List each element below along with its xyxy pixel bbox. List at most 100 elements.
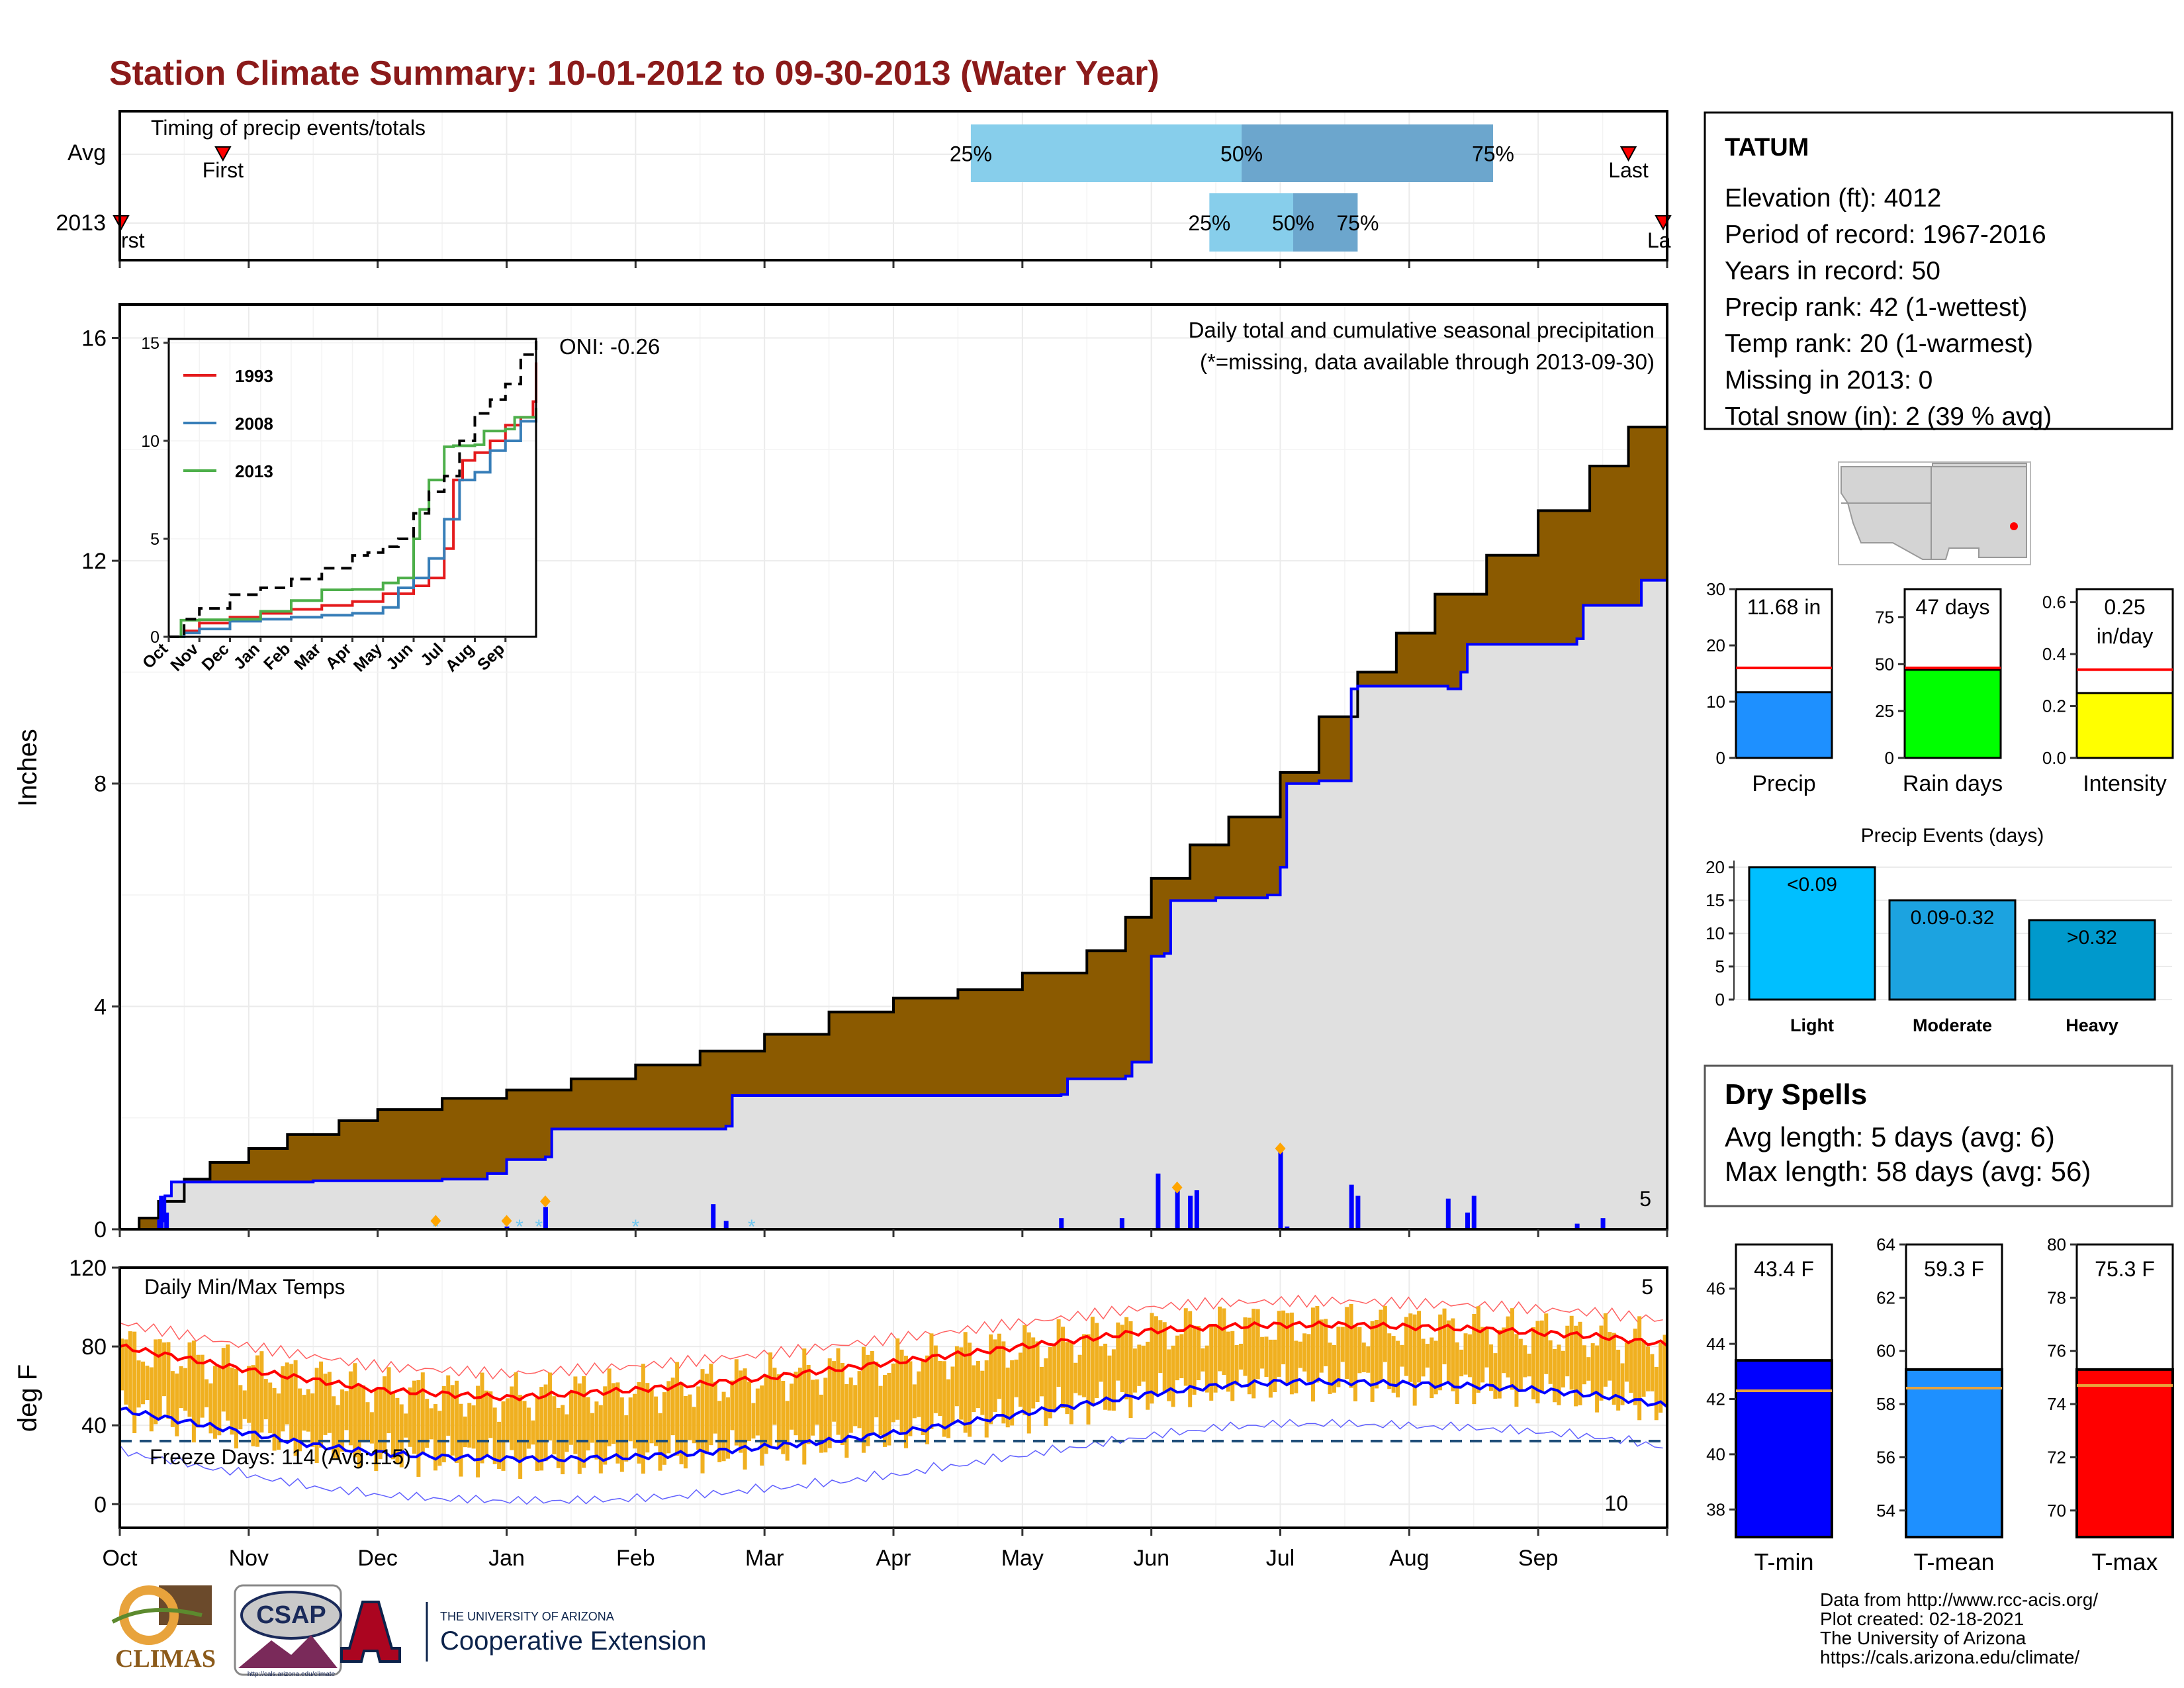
timing-pct-label: 25% <box>1188 211 1230 235</box>
timing-row-label-avg: Avg <box>68 140 106 165</box>
daily-temp-bar <box>170 1371 175 1427</box>
temp-bar-y-tick-label: 56 <box>1876 1447 1895 1467</box>
daily-temp-bar <box>429 1408 433 1440</box>
daily-temp-bar <box>755 1388 760 1436</box>
record-high-line <box>119 1294 1663 1380</box>
daily-temp-bar <box>1599 1325 1604 1401</box>
precip-event-bar <box>1888 899 2017 1001</box>
temp-panel: 0 40 80 120 Daily Min/Max Temps Freeze Days… <box>13 1256 1668 1536</box>
daily-temp-bar <box>912 1384 917 1419</box>
precip-event-bar <box>2028 919 2156 1001</box>
mini-bar-y-tick-label: 0 <box>1885 748 1894 768</box>
daily-temp-bar <box>878 1385 883 1436</box>
daily-temp-bar <box>730 1380 735 1430</box>
daily-temp-bar <box>399 1404 404 1468</box>
daily-temp-bar <box>247 1366 251 1423</box>
daily-temp-bar <box>1255 1309 1260 1380</box>
daily-temp-bar <box>1260 1336 1265 1369</box>
daily-temp-bar <box>590 1413 595 1443</box>
daily-temp-bar <box>1654 1366 1659 1421</box>
daily-temp-bar <box>1336 1327 1341 1387</box>
inset-line-avg <box>169 340 537 638</box>
daily-temp-bar <box>154 1339 158 1425</box>
daily-temp-bar <box>1629 1340 1633 1393</box>
daily-temp-bar <box>1264 1336 1269 1378</box>
daily-temp-bar <box>866 1354 870 1446</box>
daily-temp-bar <box>1557 1344 1561 1405</box>
daily-temp-bar <box>1548 1340 1553 1384</box>
daily-temp-bar <box>1315 1305 1320 1383</box>
daily-temp-bar <box>586 1397 590 1451</box>
daily-temp-bar <box>543 1384 548 1462</box>
mini-bar-y-tick-label: 0.6 <box>2042 592 2066 612</box>
daily-temp-bar <box>1539 1320 1544 1391</box>
mini-bar-intensity: 0.25 in/day 0.0 0.2 0.4 0.6 Intensity <box>2042 588 2174 796</box>
temp-bar-y-tick-label: 40 <box>1706 1444 1725 1464</box>
month-label: Jan <box>488 1546 525 1571</box>
daily-temp-bar <box>827 1358 832 1448</box>
record-precip-marker <box>430 1215 441 1227</box>
precip-events-chart: Precip Events (days) 0 5 10 15 20 <0.09 Light 0… <box>1706 825 2172 1035</box>
daily-temp-bar <box>353 1363 357 1458</box>
daily-temp-bar <box>1188 1311 1193 1407</box>
daily-temp-bar <box>561 1405 565 1475</box>
daily-precip-bar <box>723 1221 729 1229</box>
daily-precip-bar <box>1574 1223 1580 1229</box>
daily-temp-bar <box>997 1333 1001 1399</box>
daily-temp-bar <box>840 1362 844 1445</box>
dry-spells-max: Max length: 58 days (avg: 56) <box>1725 1156 2091 1187</box>
freeze-days-label: Freeze Days: 114 (Avg:115) <box>150 1445 411 1469</box>
daily-temp-bar <box>874 1362 879 1418</box>
daily-temp-bar <box>1132 1348 1137 1393</box>
csap-logo: CSAP http://cals.arizona.edu/climate <box>234 1584 342 1678</box>
daily-temp-bar <box>776 1374 781 1450</box>
inset-y-tick-label: 10 <box>141 432 159 451</box>
daily-precip-bar <box>1194 1190 1199 1229</box>
daily-temp-bar <box>1637 1316 1642 1421</box>
daily-temp-bar <box>1531 1327 1536 1399</box>
daily-temp-bar <box>573 1376 578 1454</box>
daily-temp-bar <box>1141 1345 1146 1382</box>
daily-temp-bar <box>1459 1349 1464 1377</box>
daily-temp-bar <box>1205 1345 1209 1393</box>
precip-y-tick-label: 0 <box>94 1217 107 1243</box>
events-y-tick-label: 15 <box>1706 890 1725 910</box>
daily-temp-bar <box>1616 1349 1621 1411</box>
daily-temp-bar <box>717 1401 722 1462</box>
daily-temp-bar <box>1116 1322 1120 1381</box>
daily-temp-bar <box>734 1359 739 1446</box>
daily-temp-bar <box>836 1348 841 1435</box>
daily-temp-bar <box>1412 1314 1417 1406</box>
daily-precip-bar <box>1119 1218 1124 1229</box>
mini-bar-value-label: 47 days <box>1915 595 1989 619</box>
daily-temp-bar <box>1226 1331 1230 1392</box>
daily-temp-bar <box>760 1385 764 1466</box>
daily-temp-bar <box>327 1372 332 1433</box>
precip-y-tick-label: 8 <box>94 772 107 797</box>
daily-temp-bar <box>641 1364 645 1474</box>
daily-precip-bar <box>1059 1218 1064 1229</box>
daily-temp-bar <box>390 1392 395 1460</box>
daily-temp-bar <box>1154 1316 1158 1395</box>
daily-temp-bar <box>645 1383 650 1453</box>
events-y-tick-label: 20 <box>1706 857 1725 877</box>
daily-temp-bar <box>383 1376 387 1450</box>
daily-temp-bar <box>480 1372 484 1464</box>
daily-temp-bar <box>1467 1334 1472 1378</box>
daily-temp-bar <box>615 1382 620 1464</box>
daily-temp-bar <box>1031 1337 1036 1409</box>
month-label: Nov <box>229 1546 269 1571</box>
daily-temp-bar <box>251 1365 255 1446</box>
temp-bar-y-tick-label: 62 <box>1876 1288 1895 1307</box>
daily-temp-bar <box>908 1361 913 1436</box>
daily-precip-bar <box>1188 1196 1193 1229</box>
daily-temp-bar <box>268 1382 273 1434</box>
daily-temp-bar <box>1234 1344 1239 1385</box>
daily-temp-bar <box>200 1354 205 1418</box>
daily-temp-bar <box>619 1397 624 1472</box>
avg-min-temp-line <box>119 1377 1668 1464</box>
timing-pct-label: 50% <box>1272 211 1314 235</box>
daily-temp-bar <box>1421 1338 1426 1377</box>
daily-temp-bar <box>1574 1325 1578 1407</box>
daily-temp-bar <box>802 1348 807 1465</box>
